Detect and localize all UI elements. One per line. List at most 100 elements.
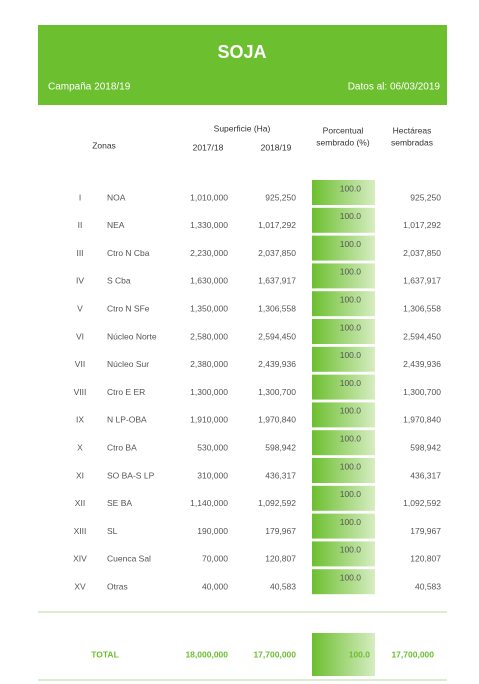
surface-prev: 1,350,000 [190,303,228,313]
percent: 100.0 [340,350,362,360]
surface-prev: 310,000 [197,470,228,480]
zone-name: Núcleo Norte [107,331,157,341]
col-header: Zonas [92,140,116,150]
percent: 100.0 [340,211,362,221]
percent: 100.0 [340,239,362,249]
hectares: 1,017,292 [403,220,441,230]
zone-number: III [76,248,83,258]
total-curr: 17,700,000 [253,649,296,659]
hectares: 2,594,450 [403,331,441,341]
zone-name: SE BA [107,498,132,508]
hectares: 40,583 [415,581,441,591]
zone-number: XV [74,581,86,591]
percent-cell [312,291,375,317]
date: Datos al: 06/03/2019 [348,82,441,93]
hectares: 598,942 [410,442,441,452]
surface-curr: 179,967 [265,526,296,536]
surface-curr: 2,594,450 [258,331,296,341]
surface-curr: 925,250 [265,192,296,202]
surface-prev: 1,140,000 [190,498,228,508]
col-header: Superficie (Ha) [214,123,271,133]
zone-number: II [78,220,83,230]
percent-cell [312,633,375,676]
surface-curr: 1,092,592 [258,498,296,508]
total-hectares: 17,700,000 [391,649,434,659]
percent: 100.0 [340,433,362,443]
hectares: 1,970,840 [403,415,441,425]
surface-prev: 1,010,000 [190,192,228,202]
zone-number: I [79,192,81,202]
percent: 100.0 [340,183,362,193]
zone-number: X [77,442,83,452]
zone-name: Ctro N SFe [107,303,150,313]
hectares: 179,967 [410,526,441,536]
zone-name: S Cba [107,276,131,286]
hectares: 1,300,700 [403,387,441,397]
percent: 100.0 [340,461,362,471]
surface-curr: 2,037,850 [258,248,296,258]
campaign: Campaña 2018/19 [48,82,131,93]
surface-curr: 2,439,936 [258,359,296,369]
zone-name: Ctro N Cba [107,248,150,258]
total-prev: 18,000,000 [185,649,228,659]
zone-number: VIII [74,387,87,397]
hectares: 1,306,558 [403,303,441,313]
zone-name: Ctro E ER [107,387,145,397]
zone-number: VII [75,359,85,369]
surface-prev: 190,000 [197,526,228,536]
surface-prev: 40,000 [202,581,228,591]
surface-curr: 1,970,840 [258,415,296,425]
percent-cell [312,263,375,289]
hectares: 925,250 [410,192,441,202]
percent-cell [312,513,375,539]
hectares: 2,439,936 [403,359,441,369]
zone-number: V [77,303,83,313]
zone-name: SO BA-S LP [107,470,155,480]
percent: 100.0 [340,517,362,527]
surface-prev: 70,000 [202,554,228,564]
col-header: sembradas [391,137,433,147]
percent-cell [312,374,375,400]
hectares: 436,317 [410,470,441,480]
zone-number: VI [76,331,84,341]
zone-name: SL [107,526,118,536]
surface-prev: 1,300,000 [190,387,228,397]
percent-cell [312,402,375,428]
surface-prev: 2,580,000 [190,331,228,341]
percent-cell [312,430,375,456]
percent: 100.0 [340,378,362,388]
percent-cell [312,180,375,205]
zone-name: NOA [107,192,126,202]
surface-curr: 40,583 [270,581,296,591]
col-header: 2018/19 [261,142,292,152]
hectares: 2,037,850 [403,248,441,258]
percent: 100.0 [340,572,362,582]
hectares: 1,637,917 [403,276,441,286]
surface-curr: 436,317 [265,470,296,480]
percent-cell [312,235,375,261]
percent-cell [312,485,375,511]
surface-prev: 1,630,000 [190,276,228,286]
title: SOJA [217,42,266,62]
zone-name: NEA [107,220,125,230]
hectares: 120,807 [410,554,441,564]
hectares: 1,092,592 [403,498,441,508]
percent-cell [312,207,375,233]
percent: 100.0 [340,489,362,499]
surface-curr: 1,637,917 [258,276,296,286]
zone-name: Ctro BA [107,442,137,452]
surface-prev: 2,380,000 [190,359,228,369]
zone-number: XIV [73,554,87,564]
zone-number: XI [76,470,84,480]
zone-number: XIII [74,526,87,536]
percent-cell [312,319,375,344]
percent-cell [312,346,375,372]
percent: 100.0 [340,406,362,416]
surface-prev: 530,000 [197,442,228,452]
percent: 100.0 [340,322,362,332]
percent: 100.0 [340,545,362,555]
surface-curr: 598,942 [265,442,296,452]
surface-curr: 1,017,292 [258,220,296,230]
surface-prev: 1,910,000 [190,415,228,425]
